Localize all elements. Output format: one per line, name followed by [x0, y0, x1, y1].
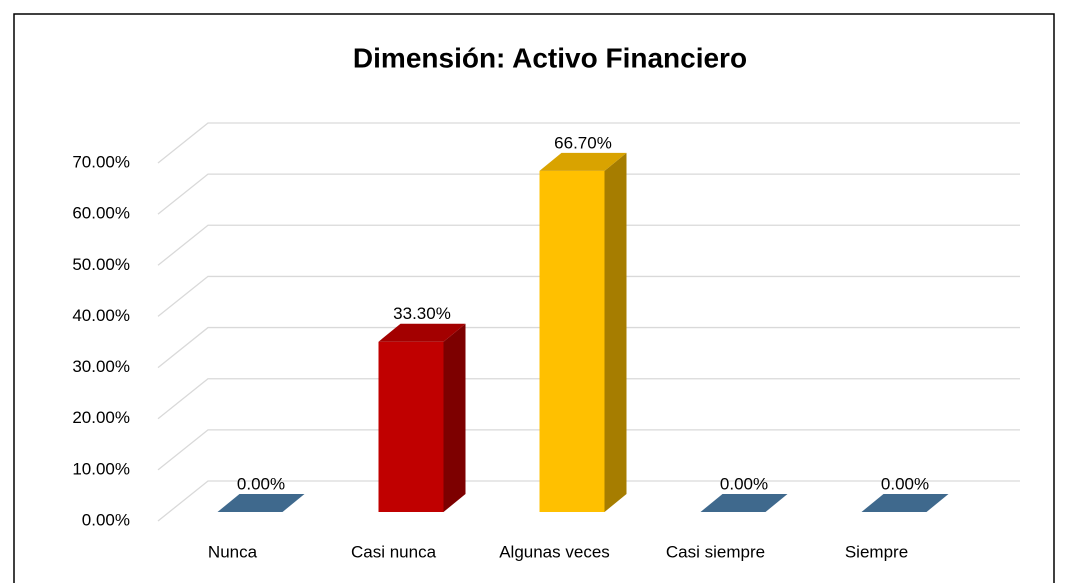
- y-tick-label: 30.00%: [72, 357, 130, 376]
- bar: [700, 494, 788, 512]
- bar: [217, 494, 305, 512]
- value-label: 0.00%: [720, 474, 768, 493]
- value-label: 0.00%: [237, 474, 285, 493]
- grid-line: [157, 275, 1020, 317]
- x-tick-label: Algunas veces: [499, 542, 610, 561]
- bar-top: [700, 494, 788, 512]
- chart-frame: [13, 13, 1055, 583]
- value-label: 33.30%: [393, 304, 451, 323]
- grid-line: [157, 224, 1020, 266]
- bar-top: [861, 494, 949, 512]
- y-tick-label: 10.00%: [72, 459, 130, 478]
- bar-top: [539, 152, 627, 171]
- bar: [378, 323, 466, 512]
- y-tick-label: 60.00%: [72, 204, 130, 223]
- grid-line: [157, 378, 1020, 420]
- y-tick-label: 20.00%: [72, 408, 130, 427]
- y-tick-label: 0.00%: [82, 510, 130, 529]
- x-tick-label: Nunca: [208, 542, 258, 561]
- bar-top: [217, 494, 305, 512]
- chart-title: Dimensión: Activo Financiero: [353, 42, 747, 73]
- y-tick-label: 70.00%: [72, 152, 130, 171]
- grid-line: [157, 429, 1020, 471]
- grid-line: [157, 173, 1020, 215]
- bar: [861, 494, 949, 512]
- bar: [539, 152, 627, 512]
- y-tick-label: 40.00%: [72, 306, 130, 325]
- value-label: 0.00%: [881, 474, 929, 493]
- x-tick-label: Siempre: [845, 542, 908, 561]
- value-label: 66.70%: [554, 133, 612, 152]
- grid-line: [157, 122, 1020, 164]
- bar-top: [378, 323, 466, 342]
- bar-front: [539, 170, 605, 512]
- x-tick-label: Casi siempre: [666, 542, 765, 561]
- grid-line: [157, 480, 1020, 522]
- grid-line: [157, 326, 1020, 369]
- bar-front: [378, 341, 444, 512]
- x-tick-label: Casi nunca: [351, 542, 437, 561]
- bar-side: [443, 323, 466, 512]
- bar-side: [604, 152, 627, 512]
- y-tick-label: 50.00%: [72, 255, 130, 274]
